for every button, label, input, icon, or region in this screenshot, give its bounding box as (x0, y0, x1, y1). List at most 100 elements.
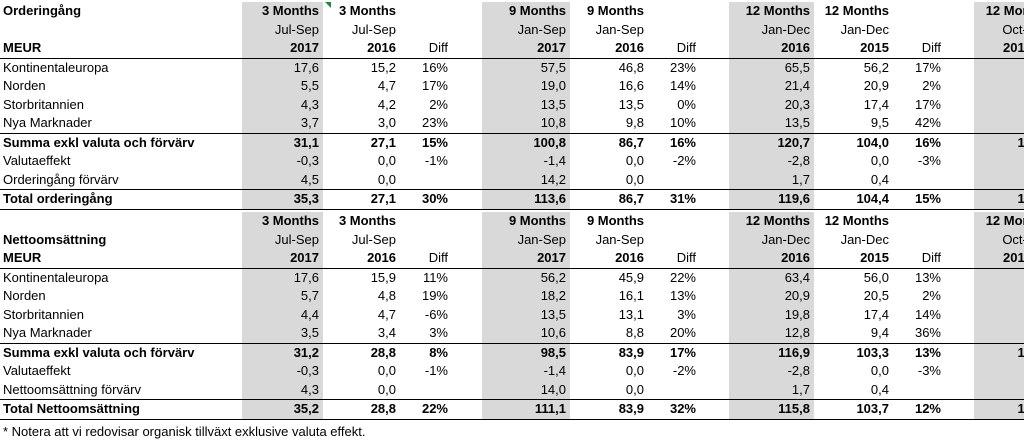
header-row: Jul-Sep Jul-Sep Jan-Sep Jan-Sep Jan-Dec Jan-D… (0, 20, 1024, 40)
value-cell: 131,5 (974, 342, 1024, 362)
column-header: Jan-Dec (840, 21, 889, 37)
spacer-cell (700, 306, 729, 325)
value-cell: 0,0 (377, 171, 396, 187)
column-header: 12 Months (729, 2, 814, 21)
value-cell: -2,8 (729, 362, 814, 381)
value-cell: 15,9 (974, 170, 1024, 190)
value-cell: 103,7 (814, 399, 893, 420)
column-header: 2016/17 (974, 249, 1024, 269)
value-cell: 83,9 (570, 342, 648, 362)
column-header (945, 212, 974, 231)
column-header (945, 39, 974, 59)
value-cell: 36% (914, 325, 941, 341)
value-cell: 63,4 (729, 268, 814, 287)
spacer-cell (945, 77, 974, 96)
value-cell: 17% (914, 59, 941, 75)
header-row: Nettoomsättning Jul-Sep Jul-Sep Jan-Sep Jan-… (0, 230, 1024, 250)
value-cell: 20,9 (863, 78, 889, 94)
value-cell: 20,2 (974, 305, 1024, 324)
value-cell: 17% (648, 342, 700, 362)
column-header: 2016 (323, 249, 400, 269)
table-row: Summa exkl valuta och förvärv 31,2 28,8 8% 9… (0, 342, 1024, 362)
value-cell: 13% (914, 269, 941, 285)
table-row: Total Nettoomsättning 35,2 28,8 22% 111,1 83,… (0, 399, 1024, 420)
value-cell: 57,5 (482, 58, 570, 77)
value-cell: 65,5 (729, 58, 814, 77)
column-header (700, 231, 729, 250)
value-cell: 32% (648, 399, 700, 420)
section-title: Nettoomsättning (3, 231, 107, 247)
value-cell: 98,5 (482, 342, 570, 362)
column-header (700, 249, 729, 269)
value-cell (400, 381, 452, 400)
spacer-cell (945, 399, 974, 420)
column-header: 2017 (482, 39, 570, 59)
value-cell: 86,7 (570, 189, 648, 210)
value-cell: -1,4 (482, 362, 570, 381)
value-cell: 13% (893, 342, 945, 362)
spacer-cell (700, 132, 729, 152)
value-cell: 17,6 (242, 268, 323, 287)
value-cell: -2% (672, 363, 696, 379)
spacer-cell (945, 362, 974, 381)
spacer-cell (700, 381, 729, 400)
value-cell: 17,4 (863, 306, 889, 322)
column-header: Diff (400, 249, 452, 269)
column-header: 2015 (814, 39, 893, 59)
value-cell: 35,3 (242, 189, 323, 210)
table-row: Summa exkl valuta och förvärv 31,1 27,1 15%… (0, 132, 1024, 152)
value-cell: 3,0 (377, 115, 396, 131)
value-cell: 146,5 (974, 189, 1024, 210)
value-cell: 143,0 (974, 399, 1024, 420)
spacer-cell (452, 362, 482, 381)
value-cell: 4,7 (377, 306, 396, 322)
value-cell (648, 171, 700, 190)
column-header: 2016/17 (974, 39, 1024, 59)
column-header (945, 21, 974, 40)
value-cell: 13,5 (618, 96, 644, 112)
column-header: 3 Months (338, 213, 396, 229)
value-cell: 73,7 (974, 268, 1024, 287)
column-header: 2017 (242, 39, 323, 59)
row-label: Kontinentaleuropa (3, 269, 109, 285)
column-header (893, 2, 945, 21)
spacer-cell (452, 171, 482, 190)
row-label: Nya Marknader (3, 325, 92, 341)
value-cell: -1% (424, 153, 448, 169)
value-cell: 15,7 (974, 380, 1024, 400)
value-cell: 18,2 (482, 287, 570, 306)
value-cell: 45,9 (618, 269, 644, 285)
table-row: Orderingång förvärv 4,5 0,0 14,2 0,0 1,7 0,4 15… (0, 170, 1024, 190)
column-header (648, 2, 700, 21)
value-cell: 3,4 (377, 325, 396, 341)
value-cell: 4,5 (242, 170, 323, 190)
column-header (700, 39, 729, 59)
spacer-cell (700, 362, 729, 381)
value-cell: 27,1 (323, 189, 400, 210)
row-label: Valutaeffekt (3, 363, 71, 379)
spacer-cell (452, 381, 482, 400)
header-row: MEUR 2017 2016 Diff 2017 2016 Diff 2016 2015 Diff… (0, 39, 1024, 59)
spacer-cell (945, 114, 974, 133)
value-cell: 23% (421, 115, 448, 131)
unit-label: MEUR (0, 249, 242, 269)
row-label: Total orderingång (0, 189, 242, 210)
value-cell: 11% (422, 269, 448, 285)
value-cell: 115,8 (729, 399, 814, 420)
value-cell: 22% (669, 269, 696, 285)
value-cell: 56,2 (482, 268, 570, 287)
value-cell: 13,5 (482, 95, 570, 114)
header-row: 3 Months 3 Months 9 Months 9 Months 12 Month… (0, 212, 1024, 231)
value-cell: 4,3 (242, 95, 323, 114)
value-cell: 2% (922, 288, 941, 304)
value-cell: 14% (669, 78, 696, 94)
value-cell: 42% (914, 115, 941, 131)
value-cell: 4,4 (242, 305, 323, 324)
value-cell: 35,2 (242, 399, 323, 420)
table-row: Total orderingång 35,3 27,1 30% 113,6 86,7 31%… (0, 189, 1024, 210)
value-cell: 0% (677, 96, 696, 112)
empty-cell (0, 21, 242, 40)
value-cell: 0,0 (870, 363, 889, 379)
spacer-cell (700, 399, 729, 420)
value-cell: 13,5 (482, 305, 570, 324)
